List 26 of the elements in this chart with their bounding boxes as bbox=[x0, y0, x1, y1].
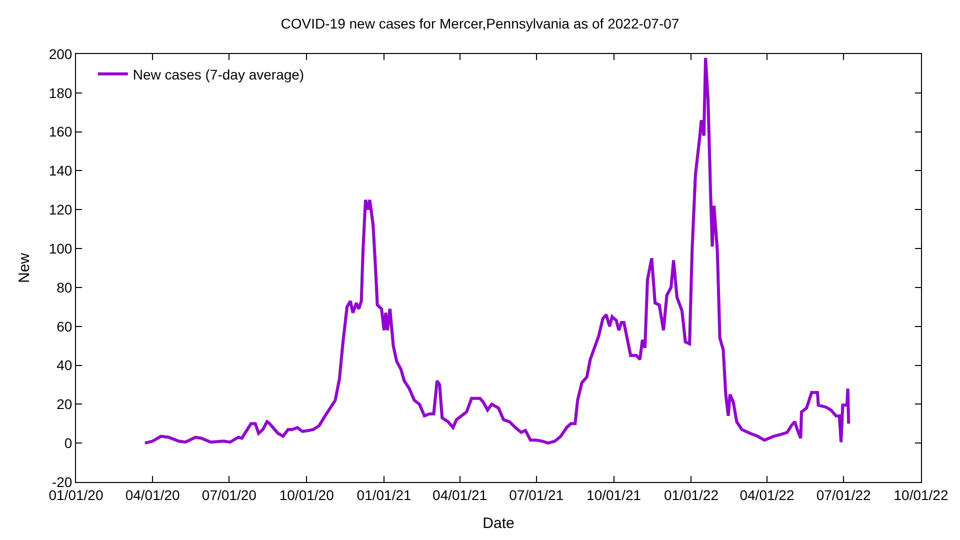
x-tick-label: 04/01/20 bbox=[125, 486, 180, 503]
legend-label: New cases (7-day average) bbox=[132, 66, 304, 82]
y-tick-label: 160 bbox=[48, 124, 72, 140]
x-tick-label: 10/01/20 bbox=[279, 486, 334, 503]
x-tick-label: 01/01/22 bbox=[664, 486, 719, 503]
x-tick-label: 01/01/21 bbox=[356, 486, 412, 503]
x-tick-label: 07/01/21 bbox=[509, 486, 564, 503]
y-tick-label: 200 bbox=[48, 46, 72, 62]
y-tick-label: 140 bbox=[48, 162, 72, 179]
y-tick-label: 100 bbox=[48, 240, 72, 256]
y-tick-label: 180 bbox=[48, 84, 72, 101]
x-tick-label: 10/01/22 bbox=[894, 486, 948, 503]
x-tick-label: 04/01/21 bbox=[432, 486, 488, 503]
x-tick-label: 07/01/22 bbox=[816, 486, 872, 503]
x-tick-label: 10/01/21 bbox=[586, 486, 642, 503]
x-tick-label: 04/01/22 bbox=[740, 486, 794, 503]
y-tick-label: 20 bbox=[56, 396, 72, 412]
y-tick-label: 0 bbox=[64, 434, 72, 451]
chart-title: COVID-19 new cases for Mercer,Pennsylvania as of 2022-07-07 bbox=[280, 16, 680, 32]
y-axis-title: New bbox=[16, 252, 34, 284]
y-tick-label: 80 bbox=[56, 279, 72, 296]
y-tick-label: 120 bbox=[48, 202, 72, 218]
x-axis-title: Date bbox=[482, 514, 514, 532]
x-tick-label: 07/01/20 bbox=[202, 486, 257, 503]
y-tick-label: 60 bbox=[56, 318, 72, 334]
y-tick-label: 40 bbox=[56, 357, 72, 374]
